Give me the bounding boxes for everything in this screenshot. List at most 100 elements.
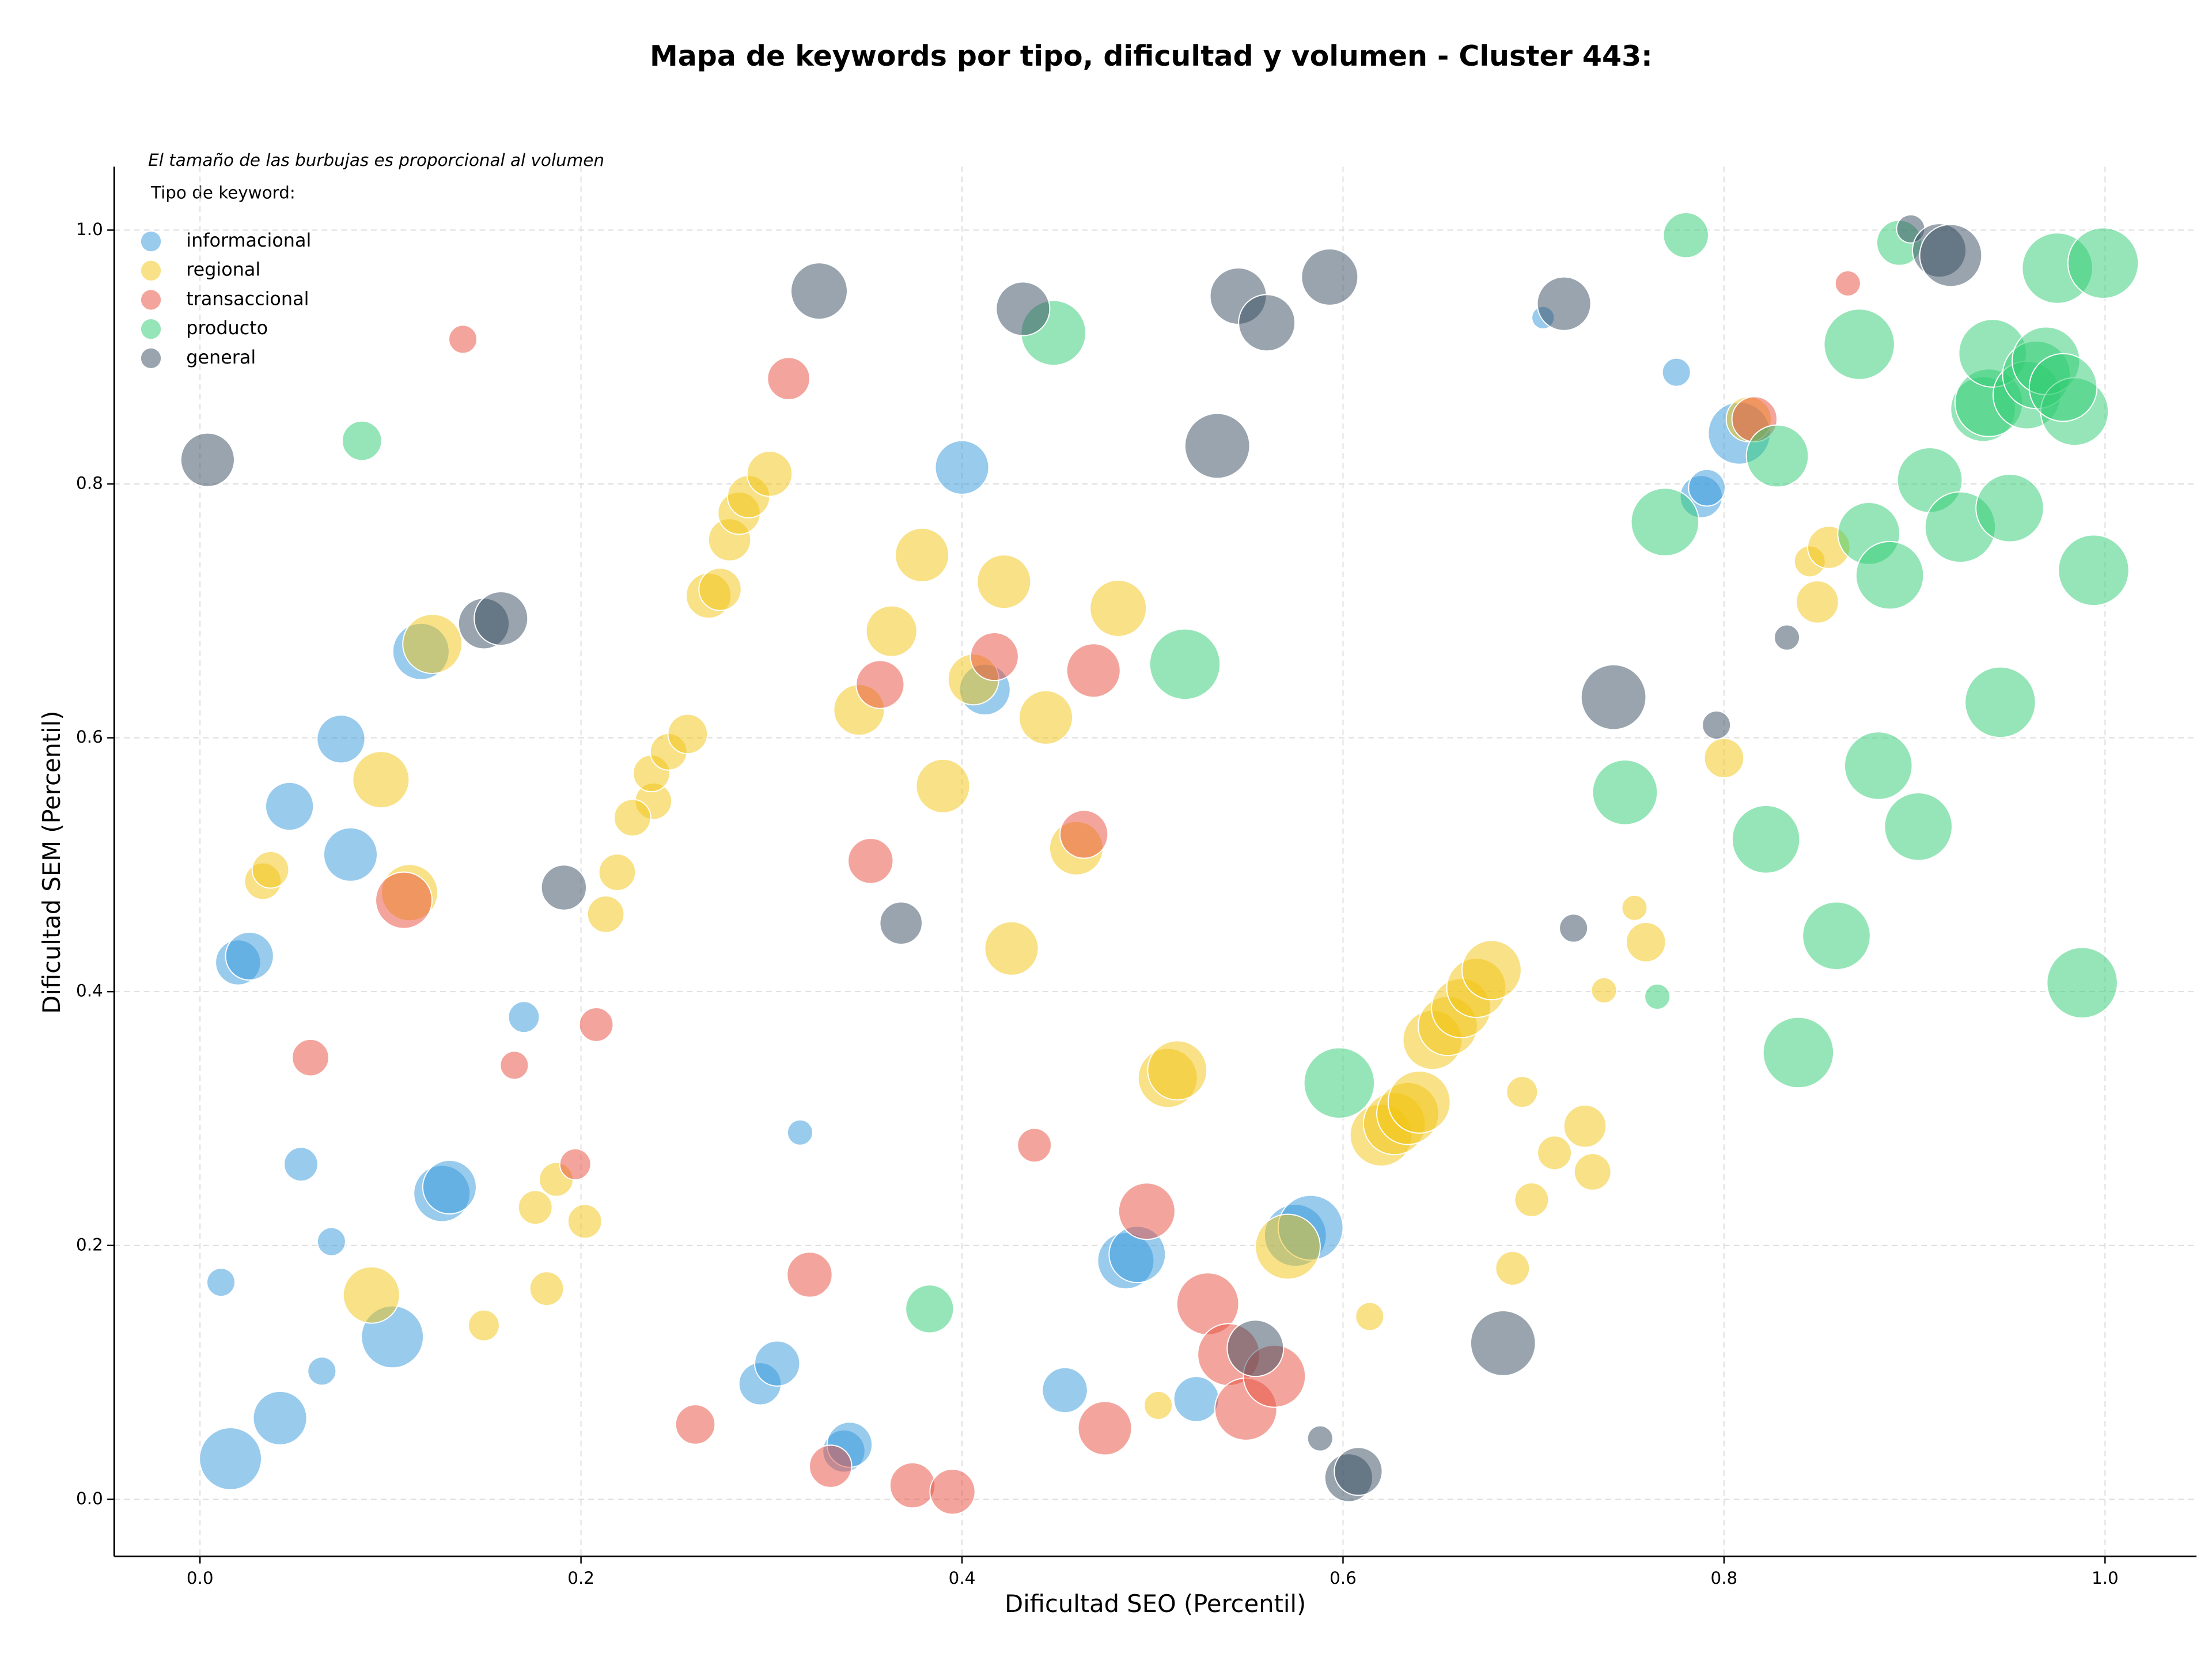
bubble bbox=[1796, 580, 1839, 624]
bubble bbox=[915, 758, 971, 814]
legend-marker bbox=[141, 290, 161, 310]
legend-label: general bbox=[186, 346, 256, 368]
y-tick-label: 0.0 bbox=[76, 1489, 103, 1508]
bubble bbox=[1184, 413, 1251, 479]
bubble bbox=[790, 262, 848, 320]
bubble bbox=[307, 1356, 337, 1386]
bubble bbox=[1238, 294, 1296, 352]
y-tick-label: 0.6 bbox=[76, 727, 103, 747]
bubble bbox=[578, 1007, 614, 1042]
bubble bbox=[1089, 579, 1147, 637]
bubble bbox=[995, 281, 1051, 336]
bubble bbox=[1580, 664, 1647, 731]
bubble bbox=[567, 1204, 603, 1239]
bubble bbox=[474, 591, 529, 646]
bubble bbox=[1919, 224, 1983, 287]
bubble bbox=[1731, 805, 1801, 874]
bubble bbox=[1774, 624, 1801, 651]
bubble bbox=[1017, 1127, 1052, 1163]
x-axis-label: Dificultad SEO (Percentil) bbox=[1005, 1590, 1306, 1618]
bubble bbox=[613, 799, 652, 837]
bubble bbox=[1559, 913, 1589, 943]
bubble bbox=[1173, 1376, 1219, 1422]
bubble bbox=[1964, 666, 2036, 739]
bubble bbox=[283, 1147, 319, 1182]
bubble bbox=[1506, 1076, 1539, 1108]
bubble bbox=[1334, 1447, 1383, 1496]
x-tick-label: 0.4 bbox=[949, 1568, 976, 1588]
bubble bbox=[1884, 792, 1953, 861]
bubble bbox=[1514, 1182, 1550, 1217]
bubble bbox=[323, 827, 378, 882]
bubble bbox=[265, 781, 315, 831]
legend-marker bbox=[141, 348, 161, 368]
bubble bbox=[1461, 940, 1522, 1001]
bubble bbox=[1226, 1319, 1285, 1378]
bubble bbox=[598, 853, 637, 891]
legend-title: Tipo de keyword: bbox=[150, 183, 296, 202]
bubble bbox=[180, 432, 235, 487]
bubble bbox=[1303, 1047, 1376, 1119]
bubble bbox=[889, 1462, 936, 1509]
bubble bbox=[698, 567, 742, 611]
bubble bbox=[1802, 901, 1871, 971]
bubble bbox=[1661, 357, 1691, 387]
legend-marker bbox=[141, 260, 161, 281]
bubble bbox=[1630, 487, 1700, 557]
y-tick-label: 0.8 bbox=[76, 473, 103, 493]
x-tick-label: 0.8 bbox=[1711, 1568, 1738, 1588]
legend-marker bbox=[141, 231, 161, 252]
bubble bbox=[934, 440, 990, 495]
bubble bbox=[1855, 540, 1925, 610]
bubble bbox=[448, 324, 478, 354]
bubble bbox=[1844, 731, 1913, 800]
bubble bbox=[1688, 468, 1726, 507]
bubble bbox=[1834, 270, 1861, 297]
x-tick-label: 0.0 bbox=[187, 1568, 214, 1588]
bubble bbox=[865, 605, 918, 657]
bubble bbox=[199, 1427, 262, 1490]
legend-label: transaccional bbox=[186, 287, 309, 309]
bubble bbox=[1059, 809, 1109, 859]
bubble bbox=[786, 1251, 833, 1298]
bubble bbox=[1703, 737, 1745, 779]
bubble bbox=[375, 871, 433, 929]
bubble bbox=[1592, 759, 1658, 826]
bubble bbox=[1626, 922, 1666, 963]
y-axis-label: Dificultad SEM (Percentil) bbox=[37, 710, 66, 1013]
bubble bbox=[402, 614, 463, 674]
bubble bbox=[529, 1271, 565, 1307]
bubble bbox=[251, 850, 290, 889]
bubble bbox=[1621, 894, 1648, 921]
bubble bbox=[1662, 212, 1709, 259]
bubble bbox=[252, 1390, 308, 1446]
bubble bbox=[976, 554, 1032, 610]
bubble bbox=[847, 838, 894, 884]
bubble bbox=[499, 1050, 529, 1080]
bubble bbox=[1975, 474, 2044, 543]
bubble bbox=[969, 631, 1019, 682]
y-tick-label: 0.2 bbox=[76, 1235, 103, 1254]
bubble bbox=[1702, 710, 1732, 740]
bubble bbox=[1077, 1401, 1132, 1456]
bubble bbox=[1573, 1153, 1612, 1191]
bubble bbox=[1066, 643, 1121, 698]
bubble bbox=[1469, 1310, 1536, 1376]
legend-marker bbox=[141, 319, 161, 339]
bubble bbox=[1590, 977, 1618, 1004]
bubble bbox=[352, 751, 410, 809]
bubble bbox=[1306, 1425, 1334, 1452]
bubble bbox=[291, 1038, 329, 1077]
bubble bbox=[316, 714, 366, 764]
bubble bbox=[517, 1190, 553, 1225]
bubble bbox=[206, 1267, 236, 1297]
bubble bbox=[746, 451, 793, 497]
bubble bbox=[422, 1159, 477, 1214]
bubble bbox=[929, 1468, 976, 1515]
legend-label: informacional bbox=[186, 229, 311, 251]
bubble bbox=[468, 1309, 500, 1342]
bubble bbox=[316, 1227, 346, 1257]
x-tick-label: 1.0 bbox=[2092, 1568, 2119, 1588]
bubble bbox=[1355, 1301, 1385, 1331]
